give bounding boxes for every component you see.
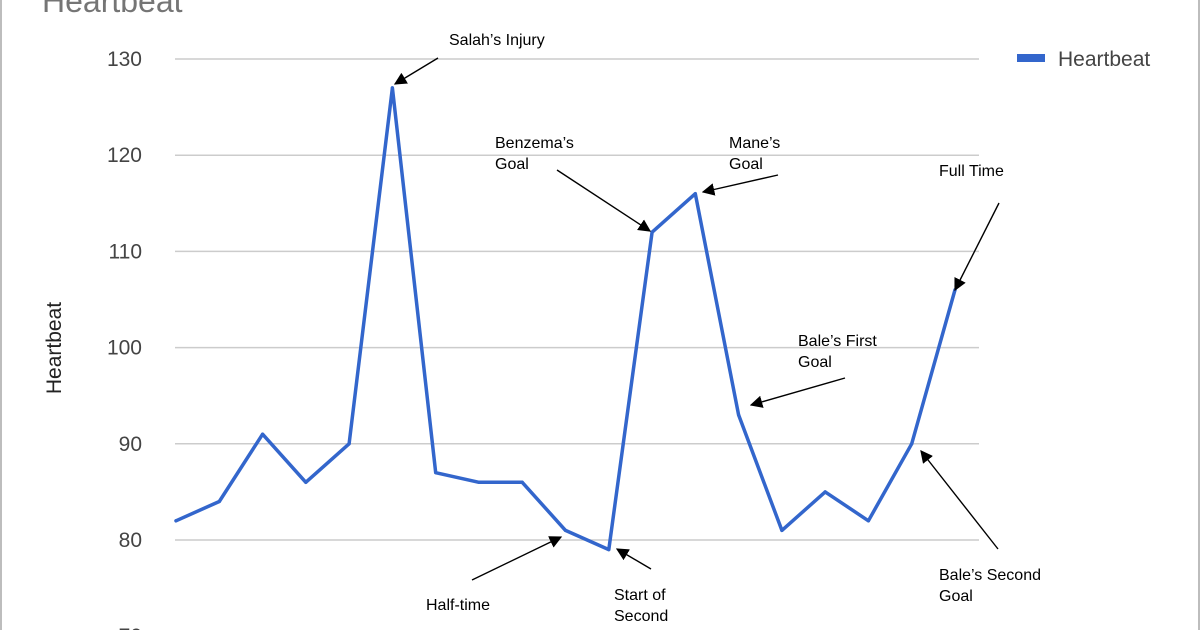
annotation-label: Start ofSecondHalf: [614, 587, 668, 630]
annotation-arrow: [471, 536, 563, 581]
annotation-line: Benzema’s: [495, 135, 574, 152]
annotation-line: Half-time: [426, 597, 490, 614]
annotation-label: Mane’s Goal: [729, 135, 780, 173]
data-point: [217, 499, 221, 504]
annotation-arrow: [954, 202, 1000, 292]
data-point: [737, 413, 741, 417]
data-point: [174, 519, 178, 523]
annotations: Salah’s Injury Benzema’s Goal Mane’s Goal Ful…: [393, 32, 1041, 630]
data-point: [910, 442, 914, 446]
legend-swatch: [1017, 54, 1045, 62]
annotation-line: Start of: [614, 587, 666, 604]
annotation-line: Full Time: [939, 163, 1004, 180]
legend-label: Heartbeat: [1058, 48, 1150, 71]
y-tick-label-90: 90: [119, 433, 142, 456]
annotation-label: Half-time: [426, 597, 490, 614]
annotation-arrow: [749, 377, 846, 408]
data-point: [477, 480, 481, 484]
annotation-line: Bale’s First: [798, 333, 877, 350]
y-tick-label-100: 100: [107, 337, 142, 360]
series-line-heartbeat: [174, 86, 957, 552]
series-group: [174, 86, 957, 552]
data-point: [866, 519, 871, 523]
annotation-arrow: [920, 450, 999, 550]
y-tick-label-120: 120: [107, 144, 142, 167]
annotation-label: Bale’s Second Goal: [939, 567, 1041, 605]
y-tick-label-110: 110: [109, 240, 142, 263]
data-point: [693, 192, 697, 196]
chart-title: Heartbeat: [42, 0, 183, 19]
annotation-line: Goal: [939, 588, 973, 605]
annotation-arrow: [615, 548, 652, 570]
gridlines: [175, 58, 979, 541]
annotation-label: Benzema’s Goal: [495, 135, 574, 173]
data-point: [434, 471, 438, 475]
annotation-line: Goal: [729, 156, 763, 173]
data-point: [650, 230, 654, 234]
data-point: [520, 480, 524, 484]
annotation-arrow: [393, 57, 439, 85]
data-point: [780, 528, 784, 532]
data-point: [823, 490, 827, 494]
data-point: [304, 480, 308, 484]
data-point: [607, 548, 611, 552]
y-tick-label-80: 80: [119, 529, 142, 552]
data-point: [347, 442, 351, 446]
legend: Heartbeat: [1017, 48, 1150, 71]
annotation-line: Second: [614, 608, 668, 625]
annotation-line: Goal: [495, 156, 529, 173]
data-point: [390, 86, 394, 90]
annotation-line: Bale’s Second: [939, 567, 1041, 584]
annotation-line: Salah’s Injury: [449, 32, 545, 49]
annotation-line: Mane’s: [729, 135, 780, 152]
annotation-arrow: [701, 174, 779, 196]
y-axis-ticks: 70 80 90 100 110 120 130: [107, 48, 142, 630]
annotation-label: Bale’s First Goal: [798, 333, 877, 371]
y-tick-label-130: 130: [107, 48, 142, 71]
annotation-label: Full Time: [939, 163, 1004, 180]
annotation-label: Salah’s Injury: [449, 32, 545, 49]
y-tick-label-70: 70: [119, 625, 142, 630]
annotation-line: Goal: [798, 354, 832, 371]
data-point: [260, 432, 265, 436]
annotation-arrow: [556, 169, 652, 232]
y-axis-title: Heartbeat: [43, 302, 66, 394]
data-point: [563, 528, 568, 532]
